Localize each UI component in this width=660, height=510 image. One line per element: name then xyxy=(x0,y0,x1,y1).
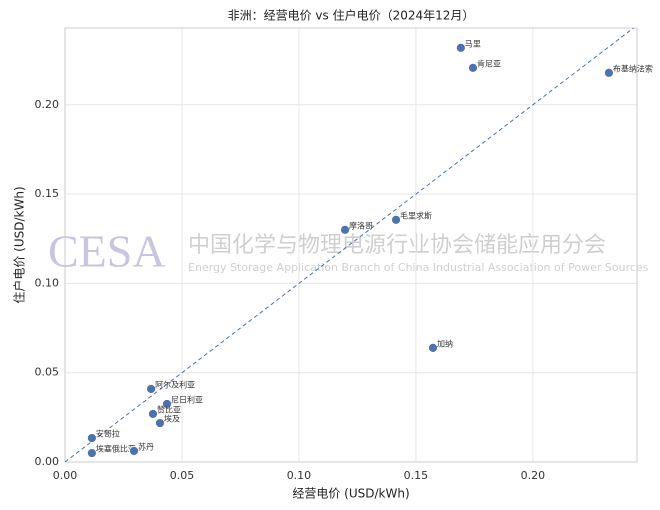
point xyxy=(428,342,438,353)
y-tick-label: 0.20 xyxy=(35,98,60,111)
point-label: 苏丹 xyxy=(138,441,154,451)
point xyxy=(604,67,614,78)
point xyxy=(87,433,97,443)
point xyxy=(468,62,478,73)
y-axis-label: 住户电价 (USD/kWh) xyxy=(12,186,27,303)
point xyxy=(129,446,139,456)
point xyxy=(391,214,401,225)
point-label: 阿尔及利亚 xyxy=(155,379,195,389)
y-tick-label: 0.10 xyxy=(35,276,60,289)
point-label: 埃及 xyxy=(164,414,180,424)
point-label: 马里 xyxy=(465,39,481,48)
watermark: CESA 中国化学与物理电源行业协会储能应用分会 Energy Storage … xyxy=(48,226,649,277)
diagonal-line xyxy=(64,27,634,463)
point xyxy=(162,399,172,409)
point xyxy=(340,224,350,235)
x-tick-label: 0.15 xyxy=(404,469,429,482)
point xyxy=(455,42,466,53)
point xyxy=(146,384,156,394)
point-label: 肯尼亚 xyxy=(477,58,501,68)
point-label: 毛里求斯 xyxy=(400,210,432,220)
point-label: 加纳 xyxy=(437,338,453,348)
point-label: 赞比亚 xyxy=(157,404,181,414)
point-label: 摩洛哥 xyxy=(349,220,373,230)
point-label: 埃塞俄比亚 xyxy=(96,444,136,454)
point xyxy=(155,418,165,428)
y-tick-label: 0.00 xyxy=(35,455,60,468)
x-tick-label: 0.10 xyxy=(287,469,312,482)
point xyxy=(87,448,97,458)
point-label: 安哥拉 xyxy=(96,429,120,439)
chart-title: 非洲：经营电价 vs 住户电价（2024年12月） xyxy=(228,8,475,23)
point-label: 尼日利亚 xyxy=(171,394,203,404)
point-label: 布基纳法索 xyxy=(613,63,653,73)
watermark-logo: CESA xyxy=(48,226,166,277)
x-axis-label: 经营电价 (USD/kWh) xyxy=(292,487,409,501)
x-tick-label: 0.20 xyxy=(521,469,546,482)
point xyxy=(148,409,158,419)
plot-frame xyxy=(64,27,638,463)
watermark-name: 中国化学与物理电源行业协会储能应用分会 xyxy=(188,233,606,258)
y-tick-label: 0.05 xyxy=(35,366,60,379)
y-tick-label: 0.15 xyxy=(35,187,60,200)
watermark-name-en: Energy Storage Application Branch of Chi… xyxy=(188,261,649,274)
x-tick-label: 0.00 xyxy=(53,469,78,482)
x-tick-label: 0.05 xyxy=(170,469,195,482)
